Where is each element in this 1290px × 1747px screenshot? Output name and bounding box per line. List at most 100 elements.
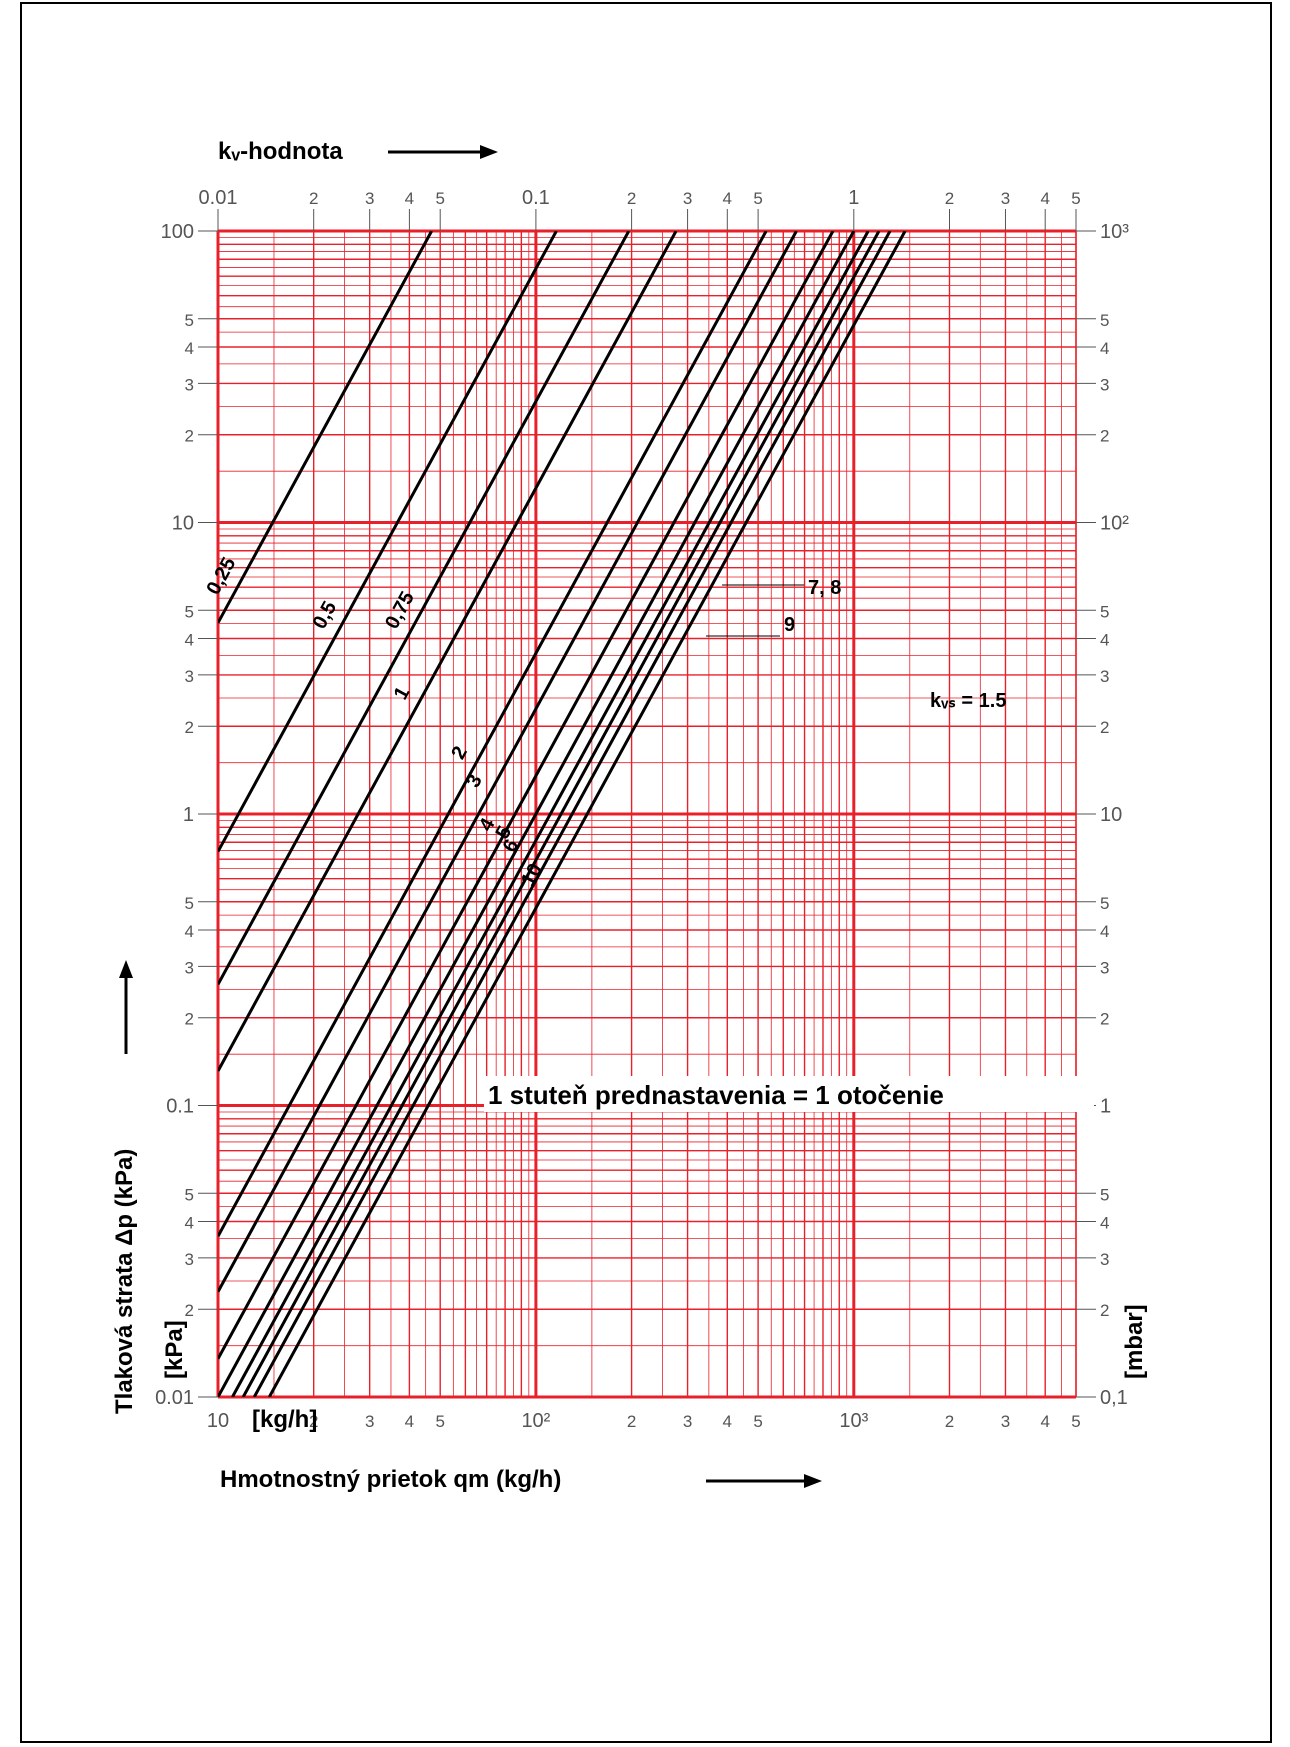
series-0-25-line (218, 231, 433, 624)
x-axis-arrow (706, 1474, 822, 1488)
y-tick-label-left: 4 (185, 1213, 194, 1232)
x-tick-label: 2 (945, 1412, 954, 1431)
y-tick-label-right: 10 (1100, 804, 1122, 826)
note-background (484, 1076, 1094, 1112)
y-tick-label-left: 2 (185, 1301, 194, 1320)
series-9-label: 9 (784, 614, 795, 636)
y-tick-label-left: 3 (185, 667, 194, 686)
kv-tick-label: 3 (683, 189, 692, 208)
kv-tick-label: 2 (945, 189, 954, 208)
y-tick-label-right: 5 (1100, 894, 1109, 913)
kvs-label: kᵥₛ = 1.5 (930, 690, 1006, 712)
page-frame: 10 0.01 2 2 3 3 4 4 5 5 10² 0.1 2 2 3 3 4 4 5 5 10³ 1 2 2 3 3 4 4 5 5… (20, 2, 1272, 1743)
series-0-75-line (218, 231, 631, 986)
right-unit-label: [mbar] (1121, 1304, 1148, 1379)
y-tick-label-right: 2 (1100, 718, 1109, 737)
kv-tick-label: 4 (1040, 189, 1049, 208)
y-tick-label-left: 5 (185, 311, 194, 330)
y-tick-label-left: 0.1 (166, 1096, 194, 1118)
series-7--8-line (241, 231, 881, 1397)
x-axis-label: Hmotnostný prietok qm (kg/h) (220, 1466, 561, 1493)
kv-tick-label: 4 (723, 189, 732, 208)
y-tick-label-left: 4 (185, 339, 194, 358)
bottom-unit-label: [kg/h] (252, 1406, 317, 1433)
y-tick-label-left: 100 (161, 221, 194, 243)
top-axis-label: kᵥ-hodnota (218, 138, 343, 165)
x-tick-label: 4 (405, 1412, 414, 1431)
y-tick-label-left: 2 (185, 1010, 194, 1029)
y-tick-label-left: 5 (185, 1185, 194, 1204)
kv-tick-label: 5 (753, 189, 762, 208)
y-tick-label-right: 5 (1100, 602, 1109, 621)
x-tick-label: 4 (1040, 1412, 1049, 1431)
series-10-line (267, 231, 907, 1397)
kv-tick-label: 3 (365, 189, 374, 208)
kv-tick-label: 0.01 (199, 187, 238, 209)
y-tick-label-right: 10² (1100, 513, 1129, 535)
tick-labels: 10 0.01 2 2 3 3 4 4 5 5 10² 0.1 2 2 3 3 4 4 5 5 10³ 1 2 2 3 3 4 4 5 5… (155, 187, 1129, 1432)
series-3-line (218, 231, 798, 1293)
y-axis-label: Tlaková strata Δp (kPa) (111, 1149, 138, 1414)
series-0-5-line (218, 231, 558, 853)
series-5-line (218, 231, 856, 1397)
kv-tick-label: 2 (309, 189, 318, 208)
x-tick-label: 10² (521, 1410, 550, 1432)
y-tick-label-left: 2 (185, 427, 194, 446)
series-1-line (218, 231, 678, 1072)
left-unit-label: [kPa] (161, 1320, 188, 1379)
y-tick-label-right: 4 (1100, 922, 1109, 941)
x-tick-label: 3 (683, 1412, 692, 1431)
x-tick-label: 2 (309, 1412, 318, 1431)
series-4-line (218, 231, 835, 1360)
y-tick-label-left: 10 (172, 513, 194, 535)
kv-tick-label: 5 (435, 189, 444, 208)
series-2-label: 2 (447, 743, 472, 763)
y-tick-label-right: 4 (1100, 339, 1109, 358)
y-tick-label-right: 2 (1100, 1010, 1109, 1029)
y-tick-label-right: 3 (1100, 667, 1109, 686)
y-tick-label-right: 2 (1100, 1301, 1109, 1320)
y-tick-label-left: 3 (185, 375, 194, 394)
kv-tick-label: 1 (848, 187, 859, 209)
x-tick-label: 10 (207, 1410, 229, 1432)
y-tick-label-right: 4 (1100, 630, 1109, 649)
top-axis-arrow (388, 145, 498, 159)
series-7--8-label: 7, 8 (808, 577, 841, 599)
x-tick-label: 3 (365, 1412, 374, 1431)
series-9-line (252, 231, 892, 1397)
x-tick-label: 2 (627, 1412, 636, 1431)
x-tick-label: 5 (435, 1412, 444, 1431)
preset-note: 1 stuteň prednastavenia = 1 otočenie (488, 1080, 944, 1110)
y-tick-label-right: 1 (1100, 1096, 1111, 1118)
y-tick-label-right: 3 (1100, 958, 1109, 977)
y-tick-label-right: 5 (1100, 1185, 1109, 1204)
curves (218, 231, 907, 1397)
kv-tick-label: 5 (1071, 189, 1080, 208)
kv-tick-label: 2 (627, 189, 636, 208)
y-axis-arrow (119, 960, 133, 1054)
y-tick-label-right: 4 (1100, 1213, 1109, 1232)
kv-tick-label: 4 (405, 189, 414, 208)
y-tick-label-left: 2 (185, 718, 194, 737)
pressure-loss-chart: 10 0.01 2 2 3 3 4 4 5 5 10² 0.1 2 2 3 3 4 4 5 5 10³ 1 2 2 3 3 4 4 5 5… (111, 138, 1148, 1493)
y-tick-label-left: 3 (185, 1250, 194, 1269)
series-1-label: 1 (390, 683, 415, 703)
y-tick-label-right: 2 (1100, 427, 1109, 446)
y-tick-label-right: 5 (1100, 311, 1109, 330)
y-tick-label-left: 5 (185, 602, 194, 621)
x-tick-label: 10³ (839, 1410, 868, 1432)
y-tick-label-left: 4 (185, 630, 194, 649)
x-tick-label: 5 (1071, 1412, 1080, 1431)
x-tick-label: 4 (723, 1412, 732, 1431)
series-6-line (231, 231, 870, 1397)
grid (216, 229, 1077, 1399)
series-2-line (218, 231, 768, 1237)
y-tick-label-right: 3 (1100, 375, 1109, 394)
y-tick-label-left: 5 (185, 894, 194, 913)
kv-tick-label: 0.1 (522, 187, 550, 209)
y-tick-label-right: 3 (1100, 1250, 1109, 1269)
y-tick-label-left: 4 (185, 922, 194, 941)
x-tick-label: 3 (1001, 1412, 1010, 1431)
y-tick-label-right: 0,1 (1100, 1387, 1128, 1409)
kv-tick-label: 3 (1001, 189, 1010, 208)
